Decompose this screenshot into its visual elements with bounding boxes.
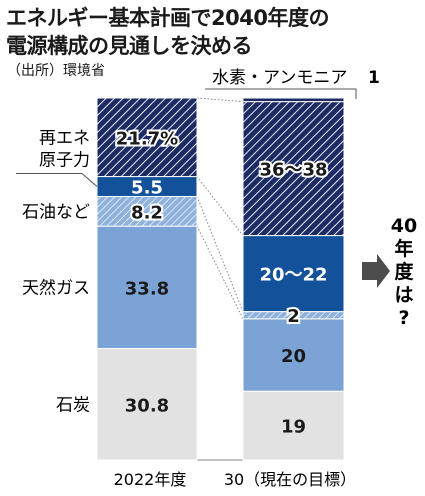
hydrogen-leader-line — [205, 88, 357, 99]
value-labels: 30.8 33.8 8.2 5.5 21.7% 19 20 2 20〜22 36〜38 — [114, 126, 330, 438]
value-label-oil-0: 8.2 — [131, 202, 163, 223]
chart-title-line2: 電源構成の見通しを決める — [6, 34, 253, 58]
category-labels: 石炭 天然ガス 石油など 原子力 再エネ 水素・アンモニア 1 — [16, 68, 380, 415]
bar-segments — [96, 97, 345, 461]
category-label-oil: 石油など — [22, 202, 90, 222]
source-note: （出所）環境省 — [7, 63, 105, 79]
value-label-hydrogen-1: 1 — [368, 68, 380, 88]
category-label-gas: 天然ガス — [22, 278, 90, 298]
value-label-nuclear-0: 5.5 — [131, 178, 163, 199]
category-label-nuclear: 原子力 — [39, 151, 90, 171]
x-tick-label-0: 2022年度 — [114, 470, 187, 489]
bar-segment-gas-1 — [242, 318, 345, 392]
x-tick-label-1: 30（現在の目標） — [224, 470, 356, 489]
bar-segment-renewable-1 — [242, 101, 345, 237]
connector-lines — [196, 97, 244, 461]
value-label-gas-0: 33.8 — [125, 278, 169, 299]
right-arrow-icon — [362, 254, 390, 288]
value-label-renewable-1: 36〜38 — [259, 160, 327, 181]
nuclear-leader-line — [16, 173, 98, 187]
bar-segment-coal-1 — [242, 390, 345, 461]
x-axis-labels: 2022年度 30（現在の目標） — [114, 470, 357, 489]
bar-segment-oil-0 — [96, 195, 198, 227]
category-label-hydrogen: 水素・アンモニア — [212, 68, 347, 88]
connector-line — [196, 97, 244, 103]
connector-line — [196, 196, 244, 312]
value-label-nuclear-1: 20〜22 — [259, 265, 327, 286]
category-label-renewable: 再エネ — [39, 128, 90, 148]
value-label-oil-1: 2 — [287, 306, 300, 327]
bar-segment-renewable-0 — [96, 97, 198, 178]
bar-segment-gas-0 — [96, 225, 198, 350]
value-label-gas-1: 20 — [281, 346, 306, 367]
value-label-coal-0: 30.8 — [125, 395, 169, 416]
value-label-coal-1: 19 — [281, 417, 306, 438]
category-label-coal: 石炭 — [56, 395, 90, 415]
annotation-arrow — [362, 254, 390, 288]
annotation-text: 40 年度は? — [391, 215, 417, 329]
connector-line — [196, 225, 244, 320]
connector-line — [196, 176, 244, 236]
value-label-renewable-0: 21.7% — [116, 128, 178, 149]
bar-segment-hydrogen-1 — [242, 97, 345, 103]
chart-title-line1: エネルギー基本計画で2040年度の — [6, 6, 329, 30]
bar-segment-nuclear-1 — [242, 235, 345, 313]
